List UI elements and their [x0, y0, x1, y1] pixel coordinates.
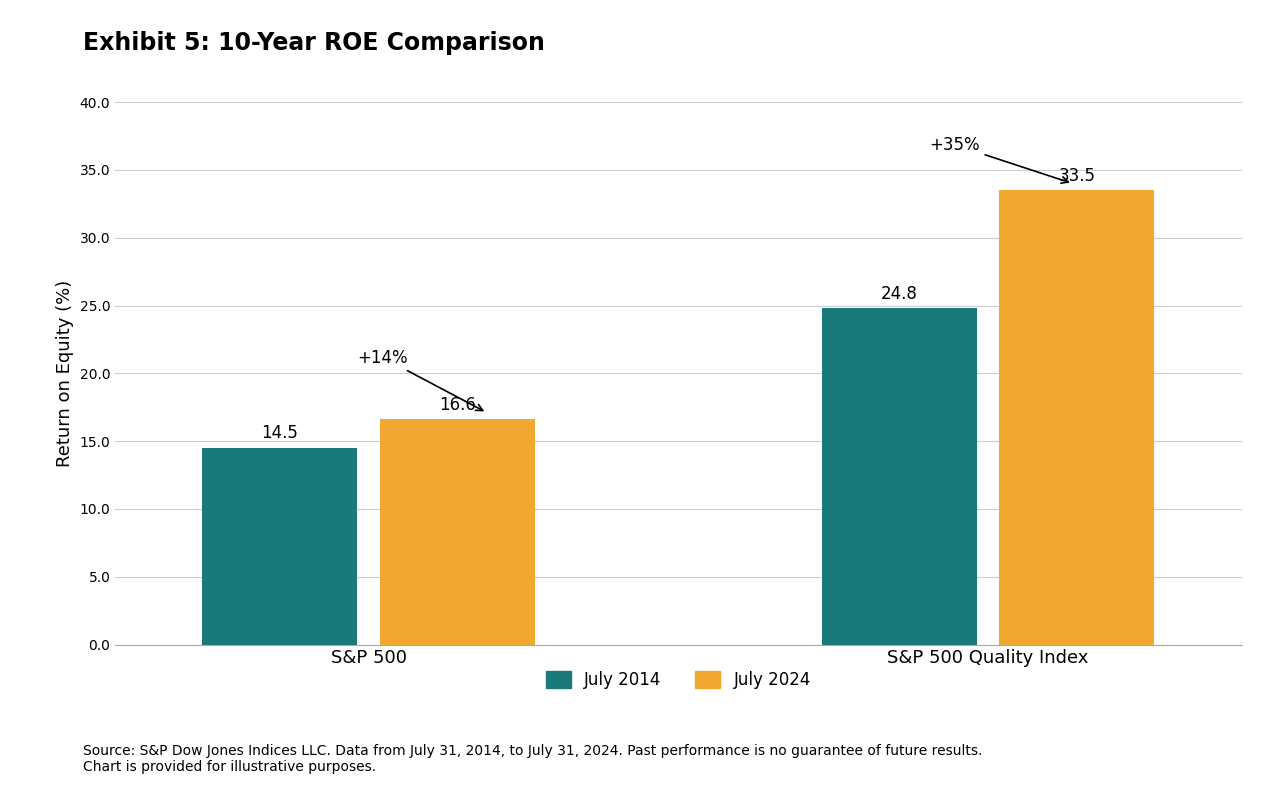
Text: 33.5: 33.5 — [1059, 167, 1096, 185]
Bar — [1000, 190, 1155, 645]
Bar — [822, 308, 977, 645]
Y-axis label: Return on Equity (%): Return on Equity (%) — [56, 280, 74, 467]
Legend: July 2014, July 2024: July 2014, July 2024 — [539, 664, 818, 696]
Text: 14.5: 14.5 — [261, 424, 298, 443]
Text: 16.6: 16.6 — [439, 396, 476, 414]
Text: +35%: +35% — [929, 136, 1069, 183]
Bar — [380, 420, 535, 645]
Text: +14%: +14% — [357, 348, 483, 410]
Text: Source: S&P Dow Jones Indices LLC. Data from July 31, 2014, to July 31, 2024. Pa: Source: S&P Dow Jones Indices LLC. Data … — [83, 744, 983, 774]
Bar — [202, 448, 357, 645]
Text: 24.8: 24.8 — [881, 285, 918, 303]
Text: Exhibit 5: 10-Year ROE Comparison: Exhibit 5: 10-Year ROE Comparison — [83, 31, 545, 56]
